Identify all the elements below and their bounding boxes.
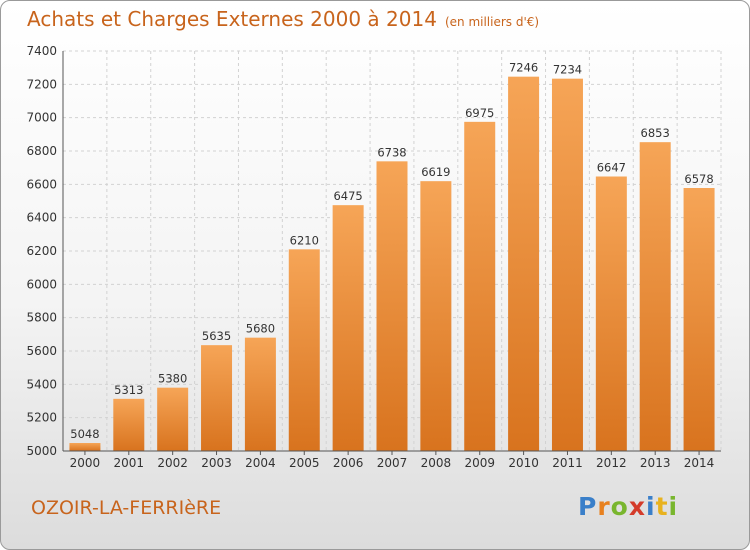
data-label-2010: 7246 bbox=[509, 61, 538, 75]
x-tick-label-2012: 2012 bbox=[596, 456, 627, 470]
y-tick-label: 5600 bbox=[26, 344, 57, 358]
y-tick-label: 6800 bbox=[26, 144, 57, 158]
data-label-2001: 5313 bbox=[114, 383, 143, 397]
bar-2012 bbox=[595, 176, 627, 451]
x-tick-label-2001: 2001 bbox=[114, 456, 145, 470]
bar-2004 bbox=[244, 337, 276, 451]
title-text: Achats et Charges Externes 2000 à 2014 bbox=[27, 7, 437, 31]
y-tick-label: 7000 bbox=[26, 111, 57, 125]
x-tick-label-2013: 2013 bbox=[640, 456, 671, 470]
bar-2001 bbox=[113, 398, 145, 451]
bar-2003 bbox=[201, 345, 233, 451]
y-tick-label: 6000 bbox=[26, 277, 57, 291]
logo-letter: o bbox=[610, 492, 629, 521]
y-tick-label: 6400 bbox=[26, 211, 57, 225]
x-tick-label-2006: 2006 bbox=[333, 456, 364, 470]
data-label-2007: 6738 bbox=[377, 145, 406, 159]
bar-2009 bbox=[464, 121, 496, 451]
bar-2000 bbox=[69, 443, 101, 451]
y-tick-label: 5000 bbox=[26, 444, 57, 458]
data-label-2013: 6853 bbox=[641, 126, 670, 140]
y-tick-label: 6200 bbox=[26, 244, 57, 258]
bar-2007 bbox=[376, 161, 408, 452]
x-tick-label-2000: 2000 bbox=[70, 456, 101, 470]
x-tick-label-2010: 2010 bbox=[508, 456, 539, 470]
title-unit: (en milliers d'€) bbox=[444, 15, 540, 29]
y-tick-label: 7200 bbox=[26, 77, 57, 91]
bar-2013 bbox=[639, 142, 671, 451]
bar-2008 bbox=[420, 181, 452, 451]
data-label-2006: 6475 bbox=[333, 189, 362, 203]
data-label-2004: 5680 bbox=[246, 322, 275, 336]
x-tick-label-2008: 2008 bbox=[421, 456, 452, 470]
axis-layer: 5000 5200 5400 5600 5800 6000 6200 6400 6600 6800… bbox=[26, 44, 721, 470]
bar-2010 bbox=[508, 76, 540, 452]
x-tick-label-2005: 2005 bbox=[289, 456, 320, 470]
x-tick-label-2011: 2011 bbox=[552, 456, 583, 470]
data-label-2012: 6647 bbox=[597, 161, 626, 175]
bar-2002 bbox=[157, 387, 189, 451]
bar-2011 bbox=[551, 78, 583, 452]
data-label-2000: 5048 bbox=[70, 427, 99, 441]
logo-letter: i bbox=[668, 492, 679, 521]
y-tick-label: 6600 bbox=[26, 177, 57, 191]
data-label-2014: 6578 bbox=[684, 172, 713, 186]
logo-letter: P bbox=[578, 492, 598, 521]
y-tick-label: 7400 bbox=[26, 44, 57, 58]
proxiti-logo: Proxiti bbox=[578, 492, 678, 521]
x-tick-label-2007: 2007 bbox=[377, 456, 408, 470]
bar-layer: 5048 5313 5380 5635 5680 6210 6475 6738 6619 6975… bbox=[69, 61, 715, 452]
y-tick-label: 5200 bbox=[26, 411, 57, 425]
x-tick-label-2009: 2009 bbox=[464, 456, 495, 470]
logo-letter: x bbox=[628, 492, 646, 521]
data-label-2009: 6975 bbox=[465, 106, 494, 120]
x-tick-label-2003: 2003 bbox=[201, 456, 232, 470]
bar-2006 bbox=[332, 205, 364, 451]
bar-2014 bbox=[683, 188, 715, 451]
data-label-2003: 5635 bbox=[202, 329, 231, 343]
x-tick-label-2014: 2014 bbox=[684, 456, 715, 470]
logo-letter: t bbox=[655, 492, 669, 521]
logo-letter: i bbox=[646, 492, 656, 521]
bar-2005 bbox=[288, 249, 320, 451]
data-label-2008: 6619 bbox=[421, 165, 450, 179]
logo-letter: r bbox=[597, 492, 611, 521]
x-tick-label-2002: 2002 bbox=[157, 456, 188, 470]
y-tick-label: 5400 bbox=[26, 377, 57, 391]
data-label-2002: 5380 bbox=[158, 372, 187, 386]
x-tick-label-2004: 2004 bbox=[245, 456, 276, 470]
y-tick-label: 5800 bbox=[26, 311, 57, 325]
city-name: OZOIR-LA-FERRIèRE bbox=[31, 497, 222, 519]
chart-title: Achats et Charges Externes 2000 à 2014 (e… bbox=[27, 7, 539, 31]
data-label-2011: 7234 bbox=[553, 63, 582, 77]
data-label-2005: 6210 bbox=[290, 233, 319, 247]
